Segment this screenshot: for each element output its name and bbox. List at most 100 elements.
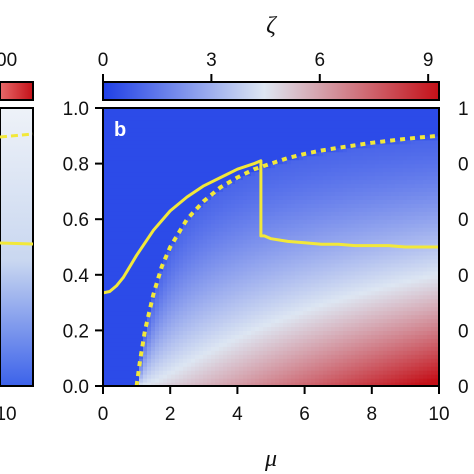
heatmap-cell xyxy=(311,207,316,212)
heatmap-cell xyxy=(383,314,388,320)
heatmap-cell xyxy=(343,350,348,355)
heatmap-cell xyxy=(351,278,356,284)
heatmap-cell xyxy=(151,215,156,220)
heatmap-cell xyxy=(243,318,248,324)
heatmap-cell xyxy=(367,195,372,200)
heatmap-cell xyxy=(215,298,220,304)
heatmap-cell xyxy=(231,342,236,347)
heatmap-cell xyxy=(115,366,120,371)
heatmap-cell xyxy=(171,215,176,220)
heatmap-cell xyxy=(151,151,156,157)
heatmap-cell xyxy=(199,286,204,292)
heatmap-cell xyxy=(187,302,192,308)
heatmap-cell xyxy=(111,167,116,173)
heatmap-cell xyxy=(255,171,260,177)
heatmap-cell xyxy=(107,294,112,300)
heatmap-cell xyxy=(379,211,384,216)
heatmap-cell xyxy=(315,270,320,276)
heatmap-cell xyxy=(151,310,156,316)
heatmap-cell xyxy=(207,282,212,288)
heatmap-cell xyxy=(143,362,148,367)
heatmap-cell xyxy=(243,203,248,208)
heatmap-cell xyxy=(103,108,108,113)
heatmap-cell xyxy=(135,123,140,129)
heatmap-cell xyxy=(131,191,136,196)
heatmap-cell xyxy=(139,378,144,383)
heatmap-cell xyxy=(179,231,184,236)
heatmap-cell xyxy=(267,350,272,355)
heatmap-cell xyxy=(279,258,284,264)
heatmap-cell xyxy=(187,322,192,328)
heatmap-cell xyxy=(239,330,244,335)
heatmap-cell xyxy=(123,151,128,157)
heatmap-cell xyxy=(207,119,212,125)
heatmap-cell xyxy=(339,358,344,363)
heatmap-cell xyxy=(243,115,248,121)
heatmap-cell xyxy=(327,270,332,276)
heatmap-cell xyxy=(371,262,376,268)
heatmap-cell xyxy=(199,179,204,185)
heatmap-cell xyxy=(259,302,264,308)
heatmap-cell xyxy=(179,147,184,153)
heatmap-cell xyxy=(367,131,372,137)
heatmap-cell xyxy=(231,155,236,161)
heatmap-cell xyxy=(331,282,336,288)
heatmap-cell xyxy=(163,334,168,339)
heatmap-cell xyxy=(287,362,292,367)
heatmap-cell xyxy=(315,183,320,189)
heatmap-cell xyxy=(235,358,240,363)
heatmap-cell xyxy=(259,314,264,320)
heatmap-cell xyxy=(371,143,376,149)
heatmap-cell xyxy=(327,139,332,145)
heatmap-cell xyxy=(271,119,276,125)
heatmap-cell xyxy=(111,243,116,248)
heatmap-cell xyxy=(111,310,116,316)
heatmap-cell xyxy=(239,274,244,280)
heatmap-cell xyxy=(235,207,240,212)
heatmap-cell xyxy=(103,354,108,359)
heatmap-cell xyxy=(199,254,204,260)
heatmap-cell xyxy=(227,334,232,339)
heatmap-cell xyxy=(135,266,140,272)
heatmap-cell xyxy=(107,302,112,308)
heatmap-cell xyxy=(315,175,320,181)
heatmap-cell xyxy=(355,294,360,300)
heatmap-cell xyxy=(147,135,152,141)
heatmap-cell xyxy=(163,203,168,208)
heatmap-cell xyxy=(299,175,304,181)
heatmap-cell xyxy=(203,302,208,308)
heatmap-cell xyxy=(239,258,244,264)
heatmap-cell xyxy=(347,123,352,129)
heatmap-cell xyxy=(195,294,200,300)
heatmap-cell xyxy=(363,159,368,165)
heatmap-cell xyxy=(179,382,184,386)
heatmap-cell xyxy=(287,258,292,264)
heatmap-cell xyxy=(251,366,256,371)
heatmap-cell xyxy=(359,147,364,153)
heatmap-cell xyxy=(291,108,296,113)
heatmap-cell xyxy=(315,282,320,288)
heatmap-cell xyxy=(159,235,164,240)
heatmap-cell xyxy=(287,318,292,324)
heatmap-cell xyxy=(275,219,280,224)
heatmap-cell xyxy=(347,159,352,165)
heatmap-cell xyxy=(275,223,280,228)
heatmap-cell xyxy=(331,266,336,272)
heatmap-cell xyxy=(135,366,140,371)
heatmap-cell xyxy=(107,326,112,331)
heatmap-cell xyxy=(199,366,204,371)
heatmap-cell xyxy=(267,135,272,141)
heatmap-cell xyxy=(179,282,184,288)
heatmap-cell xyxy=(191,195,196,200)
heatmap-cell xyxy=(271,235,276,240)
heatmap-cell xyxy=(139,274,144,280)
heatmap-cell xyxy=(379,155,384,161)
heatmap-cell xyxy=(255,179,260,185)
heatmap-cell xyxy=(159,123,164,129)
heatmap-cell xyxy=(191,258,196,264)
heatmap-cell xyxy=(115,199,120,204)
heatmap-cell xyxy=(327,183,332,189)
heatmap-cell xyxy=(199,302,204,308)
heatmap-cell xyxy=(183,123,188,129)
heatmap-cell xyxy=(259,151,264,157)
